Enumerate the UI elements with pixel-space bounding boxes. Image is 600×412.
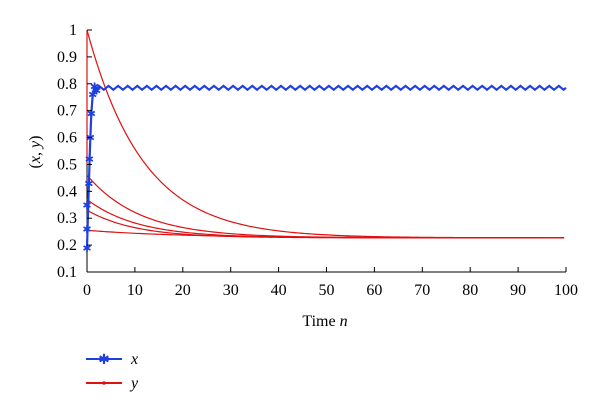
x-tick-label: 60 [366,282,382,299]
y-axis-label: (x, y) [27,136,44,169]
legend-y-marker [102,381,106,385]
x-marker: ✱ [82,243,91,255]
x-marker: ✱ [88,90,97,102]
x-tick-label: 40 [271,282,287,299]
legend: ✱ x y [86,351,139,392]
x-tick-label: 10 [127,282,143,299]
y-tick-label: 0.6 [57,130,77,147]
x-tick-label: 0 [83,282,91,299]
legend-x-marker: ✱ [98,353,110,368]
y-tick-label: 0.3 [57,210,77,227]
y-tick-label: 1 [69,22,77,39]
y-curve [86,229,565,239]
y-tick-label: 0.9 [57,49,77,66]
legend-x-label: x [130,351,138,368]
x-marker: ✱ [82,200,91,212]
x-tick-label: 50 [319,282,335,299]
y-tick-label: 0.8 [57,76,77,93]
x-curve [85,83,567,248]
y-tick-label: 0.2 [57,237,77,254]
x-tick-label: 90 [510,282,526,299]
y-tick-label: 0.4 [57,183,77,200]
y-tick-label: 0.7 [57,103,77,120]
x-tick-label: 100 [554,282,578,299]
y-curve [86,29,565,239]
x-marker: ✱ [84,178,93,190]
x-tick-label: 20 [175,282,191,299]
ticks: 0 10 20 30 40 50 60 70 80 90 100 0.1 0.2 0.3 0.4 0.5 0.6… [57,22,578,299]
x-tick-label: 30 [223,282,239,299]
x-tick-label: 80 [462,282,478,299]
y-tick-label: 0.5 [57,156,77,173]
x-marker: ✱ [86,133,95,145]
legend-y-label: y [129,375,139,392]
axes [86,30,566,273]
x-axis-label: Time n [302,313,347,330]
series-x: ✱✱✱✱✱✱✱✱✱✱ [82,81,567,255]
x-marker: ✱ [90,81,99,93]
x-marker: ✱ [87,108,96,120]
x-marker: ✱ [85,154,94,166]
x-tick-label: 70 [414,282,430,299]
x-marker: ✱ [92,86,101,98]
y-tick-label: 0.1 [57,264,77,281]
series-y [86,29,565,239]
x-marker: ✱ [82,224,91,236]
